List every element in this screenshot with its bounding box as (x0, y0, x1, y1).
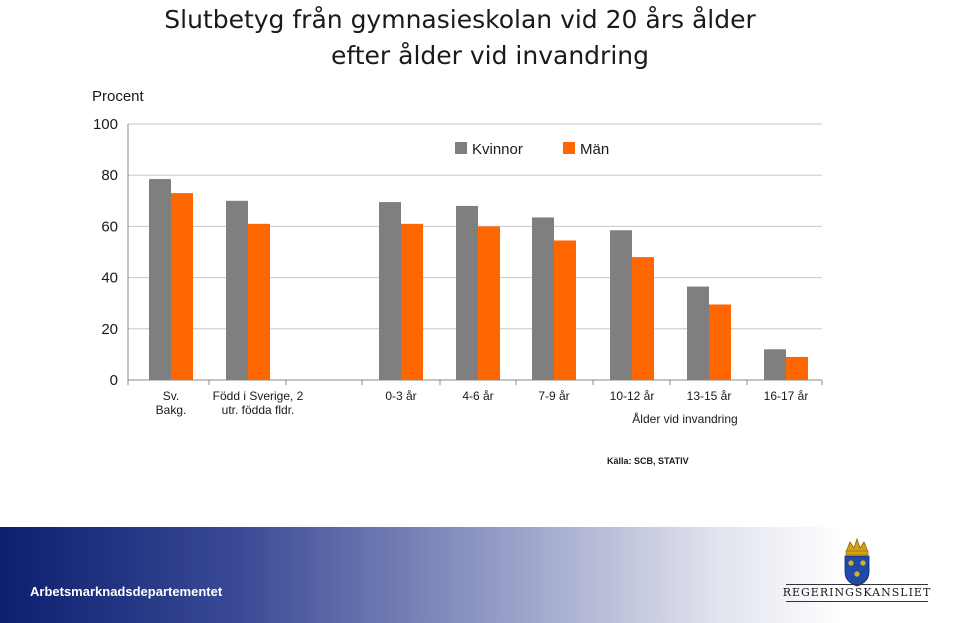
x-tick-label: 13-15 år (687, 389, 732, 403)
bar-man (709, 304, 731, 380)
x-tick-label: 4-6 år (462, 389, 493, 403)
x-tick-label: utr. födda fldr. (222, 403, 295, 417)
logo-rule-top (786, 584, 928, 585)
bar-kvinnor (764, 349, 786, 380)
bar-man (554, 240, 576, 380)
title-line-1: Slutbetyg från gymnasieskolan vid 20 års… (164, 5, 756, 34)
x-tick-label: Bakg. (156, 403, 187, 417)
bar-kvinnor (532, 217, 554, 380)
bar-man (401, 223, 423, 380)
logo-wordmark: REGERINGSKANSLIET (782, 586, 932, 599)
logo-rule-bottom (786, 601, 928, 602)
legend-swatch (563, 142, 575, 154)
x-tick-label: 16-17 år (764, 389, 809, 403)
x-tick-label: 0-3 år (385, 389, 416, 403)
bar-kvinnor (456, 205, 478, 380)
y-tick-label: 100 (93, 116, 118, 133)
y-axis-label: Procent (92, 88, 145, 105)
legend-label: Män (580, 141, 609, 158)
footer-band (0, 527, 960, 623)
source-note: Källa: SCB, STATIV (607, 456, 689, 466)
y-tick-label: 20 (101, 321, 118, 338)
x-tick-label: 10-12 år (610, 389, 655, 403)
bar-kvinnor (687, 286, 709, 380)
x-axis-label: Ålder vid invandring (632, 411, 737, 426)
bar-kvinnor (226, 200, 248, 380)
bar-chart: 0 20 40 60 80 100 Procent Sv.Bakg. Född i Sverig… (92, 88, 823, 466)
legend-label: Kvinnor (472, 141, 523, 158)
bar-man (248, 223, 270, 380)
bar-man (171, 193, 193, 380)
bar-kvinnor (610, 230, 632, 380)
x-tick-label: Född i Sverige, 2 (213, 389, 304, 403)
x-tick-label: 7-9 år (538, 389, 569, 403)
y-tick-label: 60 (101, 218, 118, 235)
bar-man (786, 356, 808, 380)
y-tick-label: 40 (101, 270, 118, 287)
bar-man (478, 226, 500, 380)
x-tick-label: Sv. (163, 389, 179, 403)
department-name: Arbetsmarknadsdepartementet (30, 584, 223, 599)
title-line-2: efter ålder vid invandring (330, 41, 649, 71)
y-tick-label: 80 (101, 167, 118, 184)
y-tick-label: 0 (110, 372, 118, 389)
bar-kvinnor (149, 179, 171, 380)
crown-emblem-icon (844, 537, 870, 587)
slide-title: Slutbetyg från gymnasieskolan vid 20 års… (0, 2, 960, 75)
legend-swatch (455, 142, 467, 154)
bar-man (632, 257, 654, 380)
bar-kvinnor (379, 202, 401, 380)
